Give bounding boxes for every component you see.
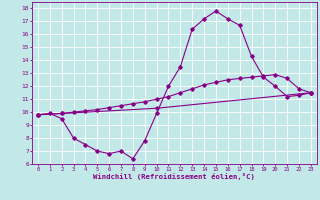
X-axis label: Windchill (Refroidissement éolien,°C): Windchill (Refroidissement éolien,°C) <box>93 173 255 180</box>
